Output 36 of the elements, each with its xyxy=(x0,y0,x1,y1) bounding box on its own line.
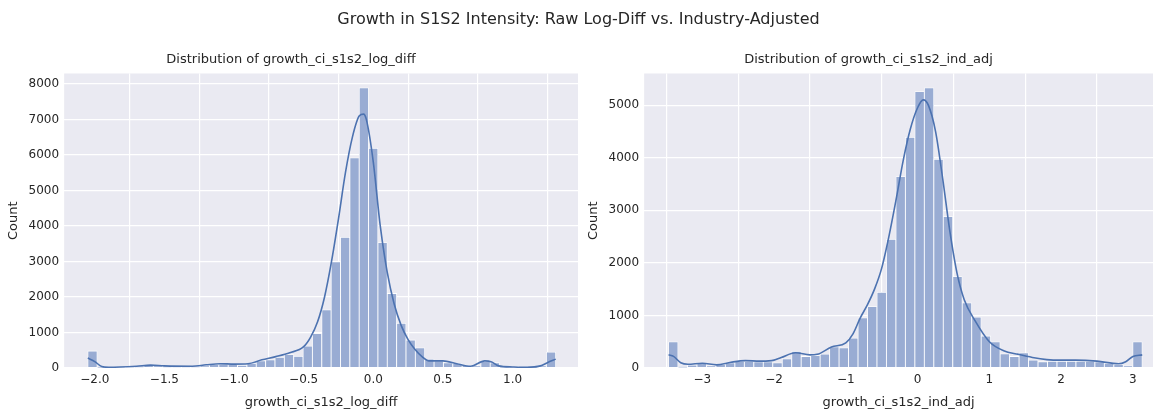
y-tick-label: 4000 xyxy=(28,218,60,233)
text: Growth in S1S2 Intensity: Raw Log-Diff vs. Industry-Adjusted xyxy=(336,8,821,30)
x-tick-label: −3 xyxy=(693,372,712,387)
y-tick-label: 5000 xyxy=(608,97,640,112)
x-tick-label: −2.0 xyxy=(80,372,110,387)
x-tick-label: −1 xyxy=(836,372,855,387)
x-tick-label: 1 xyxy=(985,372,994,387)
x-tick-label: 0 xyxy=(913,372,922,387)
x-tick-label: 0.0 xyxy=(363,372,383,387)
x-tick-label: −1.5 xyxy=(149,372,179,387)
chart-title: Distribution of growth_ci_s1s2_ind_adj xyxy=(744,51,993,67)
x-tick-label: 0.5 xyxy=(433,372,453,387)
x-axis-title: growth_ci_s1s2_log_diff xyxy=(244,393,399,409)
y-tick-label: 1000 xyxy=(28,324,60,339)
y-tick-label: 0 xyxy=(631,360,640,375)
y-axis-title: Count xyxy=(585,201,601,241)
y-tick-label: 7000 xyxy=(28,111,60,126)
y-tick-label: 2000 xyxy=(28,289,60,304)
x-tick-label: −2 xyxy=(765,372,783,387)
y-tick-label: 2000 xyxy=(608,254,640,269)
y-tick-label: 3000 xyxy=(608,202,640,217)
y-tick-label: 0 xyxy=(51,360,60,375)
chart-title: Distribution of growth_ci_s1s2_log_diff xyxy=(166,51,417,67)
x-tick-label: −0.5 xyxy=(289,372,319,387)
y-tick-label: 3000 xyxy=(28,253,60,268)
x-tick-label: −1.0 xyxy=(219,372,249,387)
y-tick-label: 1000 xyxy=(608,307,640,322)
x-tick-label: 2 xyxy=(1057,372,1065,387)
y-axis-title: Count xyxy=(5,201,21,241)
y-tick-label: 6000 xyxy=(28,147,60,162)
x-tick-label: 3 xyxy=(1129,372,1137,387)
y-tick-label: 4000 xyxy=(608,149,640,164)
x-axis-title: growth_ci_s1s2_ind_adj xyxy=(822,393,975,409)
y-tick-label: 8000 xyxy=(28,76,60,91)
x-tick-label: 1.0 xyxy=(503,372,523,387)
y-tick-label: 5000 xyxy=(28,182,60,197)
